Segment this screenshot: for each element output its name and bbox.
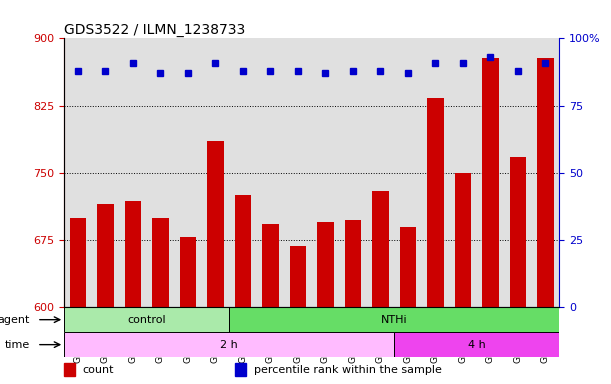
Text: NTHi: NTHi (381, 314, 408, 325)
Bar (372, 191, 389, 384)
Text: 4 h: 4 h (467, 339, 486, 350)
Bar (537, 58, 554, 384)
Bar (427, 98, 444, 384)
Bar (70, 218, 86, 384)
Bar (510, 157, 526, 384)
Bar (400, 227, 416, 384)
Bar (394, 332, 559, 357)
Bar (317, 222, 334, 384)
Bar (97, 204, 114, 384)
Bar (482, 58, 499, 384)
Bar (152, 218, 169, 384)
Text: GDS3522 / ILMN_1238733: GDS3522 / ILMN_1238733 (64, 23, 246, 37)
Text: 2 h: 2 h (220, 339, 238, 350)
Bar (345, 220, 361, 384)
Bar (455, 173, 471, 384)
Bar (64, 307, 229, 332)
Bar (64, 332, 394, 357)
Bar (262, 224, 279, 384)
Bar (290, 246, 306, 384)
Bar (207, 141, 224, 384)
Text: control: control (127, 314, 166, 325)
Text: time: time (4, 339, 29, 350)
Text: count: count (82, 365, 114, 375)
Bar (125, 202, 141, 384)
Text: agent: agent (0, 314, 29, 325)
Bar (229, 307, 559, 332)
Bar (235, 195, 251, 384)
Bar (180, 237, 196, 384)
Text: percentile rank within the sample: percentile rank within the sample (254, 365, 441, 375)
